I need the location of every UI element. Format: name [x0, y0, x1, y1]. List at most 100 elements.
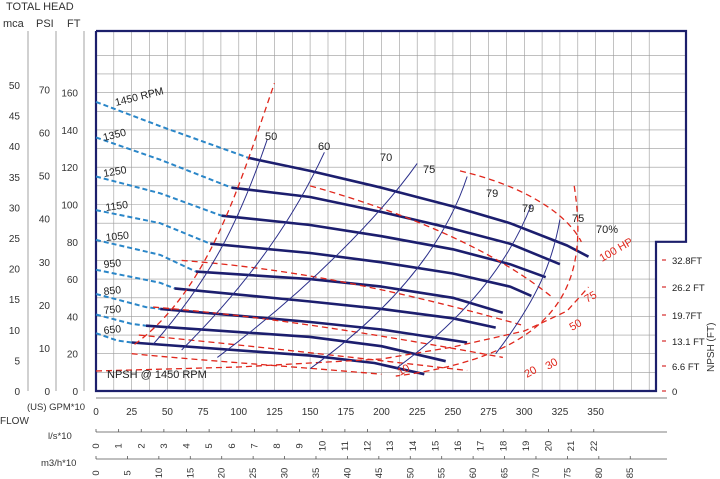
mca-tick-label: 40 — [9, 142, 21, 153]
grid-lines — [96, 31, 686, 391]
power-label: 30 — [544, 356, 561, 373]
ls-tick-label: 8 — [272, 443, 283, 448]
ls-tick-label: 7 — [249, 443, 260, 448]
ft-unit-label: FT — [67, 18, 81, 30]
m3h-tick-label: 75 — [562, 468, 573, 479]
mca-tick-label: 25 — [9, 234, 21, 245]
head-curve-extension — [95, 100, 250, 159]
flow-label: FLOW — [0, 416, 29, 427]
m3h-tick-label: 5 — [122, 470, 133, 475]
npsh-tick-label: 13.1 FT — [672, 337, 705, 348]
m3h-tick-label: 0 — [91, 470, 102, 475]
psi-tick-label: 10 — [39, 344, 51, 355]
power-curve — [309, 185, 554, 299]
npsh-curve-label: NPSH @ 1450 RPM — [107, 369, 207, 381]
head-curve-extension — [95, 238, 197, 273]
efficiency-label: 60 — [318, 141, 330, 153]
mca-tick-label: 15 — [9, 295, 21, 306]
ls-tick-label: 21 — [566, 441, 577, 452]
npsh-tick-label: 0 — [672, 387, 677, 398]
ls-tick-label: 13 — [385, 441, 396, 452]
power-curve — [131, 353, 382, 375]
ls-tick-label: 16 — [453, 441, 464, 452]
ls-tick-label: 20 — [544, 441, 555, 452]
mca-unit-label: mca — [3, 18, 25, 30]
power-label: 50 — [568, 317, 585, 334]
m3h-tick-label: 60 — [468, 468, 479, 479]
psi-tick-label: 20 — [39, 301, 51, 312]
series-label: 1450 RPM — [114, 85, 165, 109]
m3h-tick-label: 40 — [342, 468, 353, 479]
series-label: 1050 — [105, 230, 130, 244]
gpm-tick-label: 175 — [337, 407, 354, 418]
m3h-tick-label: 65 — [500, 468, 511, 479]
gpm-tick-label: 325 — [552, 407, 569, 418]
efficiency-label: 79 — [486, 188, 498, 200]
ft-tick-label: 160 — [61, 89, 78, 100]
gpm-tick-label: 150 — [302, 407, 319, 418]
efficiency-curve — [495, 219, 561, 355]
gpm-tick-label: 50 — [162, 407, 174, 418]
ft-tick-label: 0 — [72, 387, 78, 398]
ls-tick-label: 3 — [159, 443, 170, 448]
npsh-axis-label: NPSH (FT) — [706, 323, 717, 372]
ls-tick-label: 4 — [182, 443, 193, 448]
ls-tick-label: 15 — [430, 441, 441, 452]
psi-tick-label: 0 — [44, 387, 50, 398]
m3h-tick-label: 30 — [280, 468, 291, 479]
m3h-tick-label: 80 — [594, 468, 605, 479]
m3h-tick-label: 10 — [154, 468, 165, 479]
efficiency-curves: 50 60 70 75 79 79 75 70% — [152, 131, 618, 370]
efficiency-curve — [309, 176, 468, 370]
chart-labels: 1450 RPM 1350 1250 1150 1050 950 850 750 650 — [102, 85, 165, 337]
head-curve — [131, 341, 425, 376]
mca-tick-label: 30 — [9, 203, 21, 214]
gpm-tick-label: 125 — [266, 407, 283, 418]
power-curve — [181, 259, 525, 327]
m3h-tick-label: 85 — [625, 468, 636, 479]
npsh-tick-label: 6.6 FT — [672, 362, 700, 373]
head-curve — [221, 214, 547, 279]
efficiency-label: 75 — [423, 164, 435, 176]
head-curve-extension — [95, 313, 147, 327]
m3h-tick-label: 50 — [405, 468, 416, 479]
efficiency-curve — [395, 204, 532, 370]
series-label: 1250 — [102, 164, 127, 180]
npsh-tick-label: 19.7FT — [672, 311, 702, 322]
gpm-tick-label: 25 — [126, 407, 138, 418]
ft-tick-label: 20 — [67, 350, 79, 361]
efficiency-label: 50 — [265, 131, 277, 143]
chart-title: TOTAL HEAD — [6, 1, 74, 13]
psi-tick-label: 50 — [39, 172, 51, 183]
head-curve-extension — [95, 136, 232, 189]
ls-axis-label: l/s*10 — [48, 431, 72, 442]
efficiency-curve — [217, 163, 418, 358]
power-label: 20 — [523, 364, 540, 381]
power-curve — [138, 334, 468, 372]
psi-tick-label: 40 — [39, 215, 51, 226]
ls-tick-label: 6 — [227, 443, 238, 448]
series-label: 950 — [103, 257, 122, 271]
ls-tick-label: 9 — [295, 443, 306, 448]
psi-tick-label: 70 — [39, 85, 51, 96]
efficiency-label: 70% — [596, 224, 618, 236]
ls-tick-label: 10 — [317, 441, 328, 452]
head-curve-extension — [95, 332, 132, 344]
series-label: 750 — [103, 303, 122, 317]
gpm-tick-label: 0 — [93, 407, 99, 418]
ft-tick-label: 40 — [67, 312, 79, 323]
npsh-tick-label: 32.8FT — [672, 256, 702, 267]
envelope-right — [395, 185, 579, 377]
m3h-tick-label: 20 — [217, 468, 228, 479]
envelope-left — [134, 83, 276, 345]
ls-tick-label: 19 — [521, 441, 532, 452]
head-curve-extension — [95, 175, 222, 217]
npsh-curve — [95, 286, 589, 372]
gpm-tick-label: 250 — [445, 407, 462, 418]
gpm-tick-label: 350 — [587, 407, 604, 418]
head-curve-extension — [95, 268, 175, 290]
efficiency-label: 75 — [572, 213, 584, 225]
ls-tick-label: 11 — [340, 441, 351, 451]
